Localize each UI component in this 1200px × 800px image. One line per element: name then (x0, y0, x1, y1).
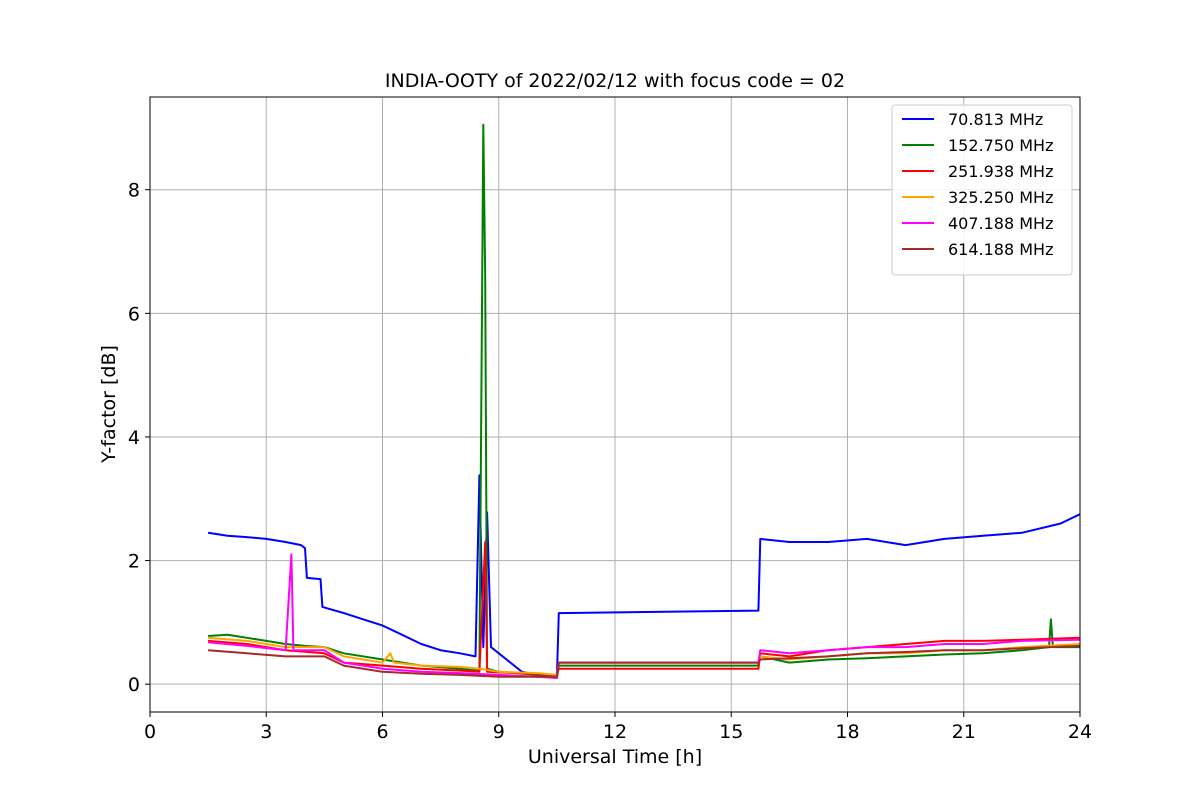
y-axis: 0 2 4 6 8 (128, 180, 150, 696)
x-tick-label-6: 18 (835, 721, 859, 743)
x-tick-label-4: 12 (603, 721, 627, 743)
y-tick-label-4: 8 (128, 180, 140, 202)
y-tick-label-2: 4 (128, 427, 140, 449)
legend-box (891, 104, 1073, 276)
legend-label-3: 325.250 MHz (948, 188, 1053, 207)
y-tick-label-0: 0 (128, 674, 140, 696)
y-tick-label-1: 2 (128, 551, 140, 573)
legend-label-2: 251.938 MHz (948, 162, 1053, 181)
x-tick-label-1: 3 (260, 721, 272, 743)
legend-label-5: 614.188 MHz (948, 240, 1053, 259)
series-line-3 (208, 636, 1081, 676)
x-tick-label-5: 15 (719, 721, 743, 743)
x-tick-label-8: 24 (1068, 721, 1092, 743)
x-axis: 0 3 6 9 12 15 18 21 24 (144, 712, 1092, 743)
legend-label-0: 70.813 MHz (948, 110, 1043, 129)
chart-title: INDIA-OOTY of 2022/02/12 with focus code… (385, 70, 845, 92)
legend: 70.813 MHz 152.750 MHz 251.938 MHz 325.250 … (891, 104, 1073, 276)
y-tick-label-3: 6 (128, 303, 140, 325)
x-tick-label-7: 21 (952, 721, 976, 743)
x-tick-label-0: 0 (144, 721, 156, 743)
x-axis-label: Universal Time [h] (528, 746, 702, 768)
legend-label-1: 152.750 MHz (948, 136, 1053, 155)
series-line-5 (208, 644, 1081, 678)
x-tick-label-2: 6 (376, 721, 388, 743)
series-layer (207, 123, 1081, 679)
x-tick-label-3: 9 (493, 721, 505, 743)
y-axis-label: Y-factor [dB] (98, 345, 120, 464)
legend-label-4: 407.188 MHz (948, 214, 1053, 233)
